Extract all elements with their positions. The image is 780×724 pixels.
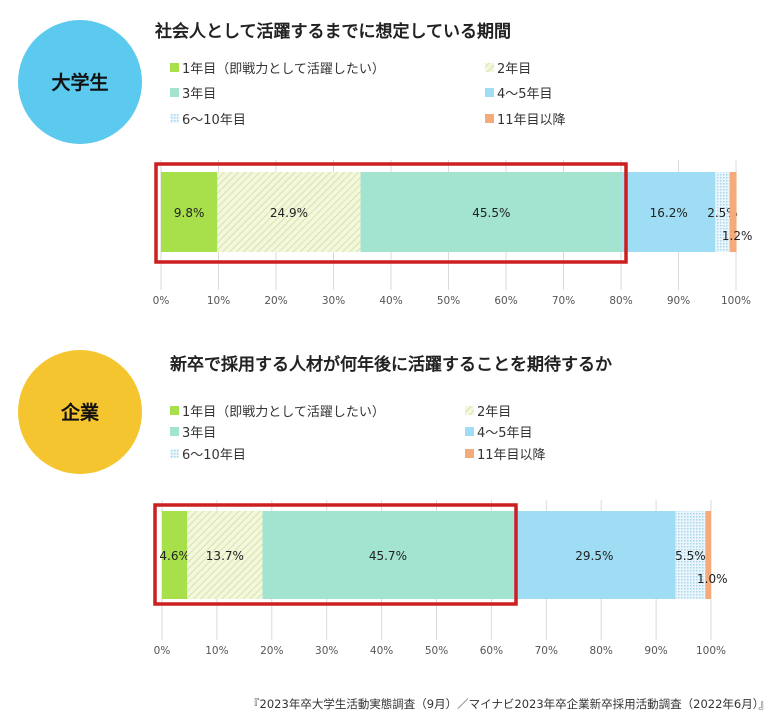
data-label: 13.7% xyxy=(206,549,244,563)
footer-source: 『2023年卒大学生活動実態調査（9月）／マイナビ2023年卒企業新卒採用活動調… xyxy=(248,697,770,711)
x-tick-label: 80% xyxy=(590,645,613,657)
bar-segment xyxy=(262,511,514,599)
legend-label: 6〜10年目 xyxy=(182,113,246,128)
data-label: 9.8% xyxy=(174,206,205,220)
badge-label: 大学生 xyxy=(51,71,108,94)
bar-segment xyxy=(187,511,263,599)
bar-segment xyxy=(217,172,361,252)
legend-swatch xyxy=(465,427,474,436)
bar-segment xyxy=(162,511,188,599)
legend-swatch xyxy=(170,114,179,123)
legend-label: 4〜5年目 xyxy=(497,87,553,102)
x-tick-label: 40% xyxy=(370,645,393,657)
bar-segment xyxy=(360,172,623,252)
legend-swatch xyxy=(485,88,494,97)
highlight-box xyxy=(153,503,518,606)
legend-swatch xyxy=(465,449,474,458)
x-tick-label: 90% xyxy=(644,645,667,657)
legend-label: 11年目以降 xyxy=(477,448,546,463)
legend-swatch xyxy=(485,63,494,72)
x-tick-label: 40% xyxy=(379,295,402,307)
x-tick-label: 90% xyxy=(667,295,690,307)
data-label: 29.5% xyxy=(575,549,613,563)
bar-segment xyxy=(675,511,706,599)
legend-swatch xyxy=(170,449,179,458)
x-tick-label: 30% xyxy=(315,645,338,657)
bar-segment xyxy=(705,511,711,599)
bar-segment xyxy=(513,511,676,599)
x-tick-label: 0% xyxy=(154,645,171,657)
legend-label: 4〜5年目 xyxy=(477,426,533,441)
data-label: 45.7% xyxy=(369,549,407,563)
badge-circle xyxy=(18,350,142,474)
x-tick-label: 100% xyxy=(721,295,751,307)
x-tick-label: 30% xyxy=(322,295,345,307)
bar-segment xyxy=(715,172,730,252)
chart-title: 新卒で採用する人材が何年後に活躍することを期待するか xyxy=(170,354,612,375)
legend-swatch xyxy=(170,63,179,72)
x-tick-label: 20% xyxy=(264,295,287,307)
data-label: 1.0% xyxy=(697,572,728,586)
x-tick-label: 10% xyxy=(207,295,230,307)
bar-segment xyxy=(161,172,218,252)
legend-swatch xyxy=(170,406,179,415)
x-tick-label: 20% xyxy=(260,645,283,657)
legend-swatch xyxy=(170,88,179,97)
data-label: 16.2% xyxy=(650,206,688,220)
data-label: 24.9% xyxy=(270,206,308,220)
chart-1: 大学生 社会人として活躍するまでに想定している期間 1年目（即戦力として活躍したい）… xyxy=(18,20,752,307)
legend-label: 2年目 xyxy=(497,62,531,77)
bar-segment xyxy=(729,172,737,252)
legend-swatch xyxy=(170,427,179,436)
badge-circle xyxy=(18,20,142,144)
x-tick-label: 50% xyxy=(437,295,460,307)
bar-segment xyxy=(622,172,716,252)
x-tick-label: 0% xyxy=(153,295,170,307)
x-tick-label: 80% xyxy=(609,295,632,307)
x-tick-label: 60% xyxy=(480,645,503,657)
legend-label: 6〜10年目 xyxy=(182,448,246,463)
highlight-box xyxy=(154,162,628,264)
x-tick-label: 70% xyxy=(552,295,575,307)
chart-2: 企業 新卒で採用する人材が何年後に活躍することを期待するか 1年目（即戦力として活躍… xyxy=(18,350,728,657)
chart-title: 社会人として活躍するまでに想定している期間 xyxy=(154,21,511,42)
x-tick-label: 70% xyxy=(535,645,558,657)
legend-swatch xyxy=(465,406,474,415)
x-tick-label: 50% xyxy=(425,645,448,657)
legend-label: 2年目 xyxy=(477,405,511,420)
legend-label: 1年目（即戦力として活躍したい） xyxy=(182,405,385,420)
x-tick-label: 100% xyxy=(696,645,726,657)
legend-label: 3年目 xyxy=(182,426,216,441)
legend-label: 3年目 xyxy=(182,87,216,102)
x-tick-label: 10% xyxy=(205,645,228,657)
badge-label: 企業 xyxy=(60,401,100,424)
legend-label: 1年目（即戦力として活躍したい） xyxy=(182,62,385,77)
legend-label: 11年目以降 xyxy=(497,113,566,128)
data-label: 1.2% xyxy=(722,229,753,243)
legend-swatch xyxy=(485,114,494,123)
data-label: 45.5% xyxy=(472,206,510,220)
x-tick-label: 60% xyxy=(494,295,517,307)
data-label: 5.5% xyxy=(675,549,706,563)
data-label: 4.6% xyxy=(159,549,190,563)
